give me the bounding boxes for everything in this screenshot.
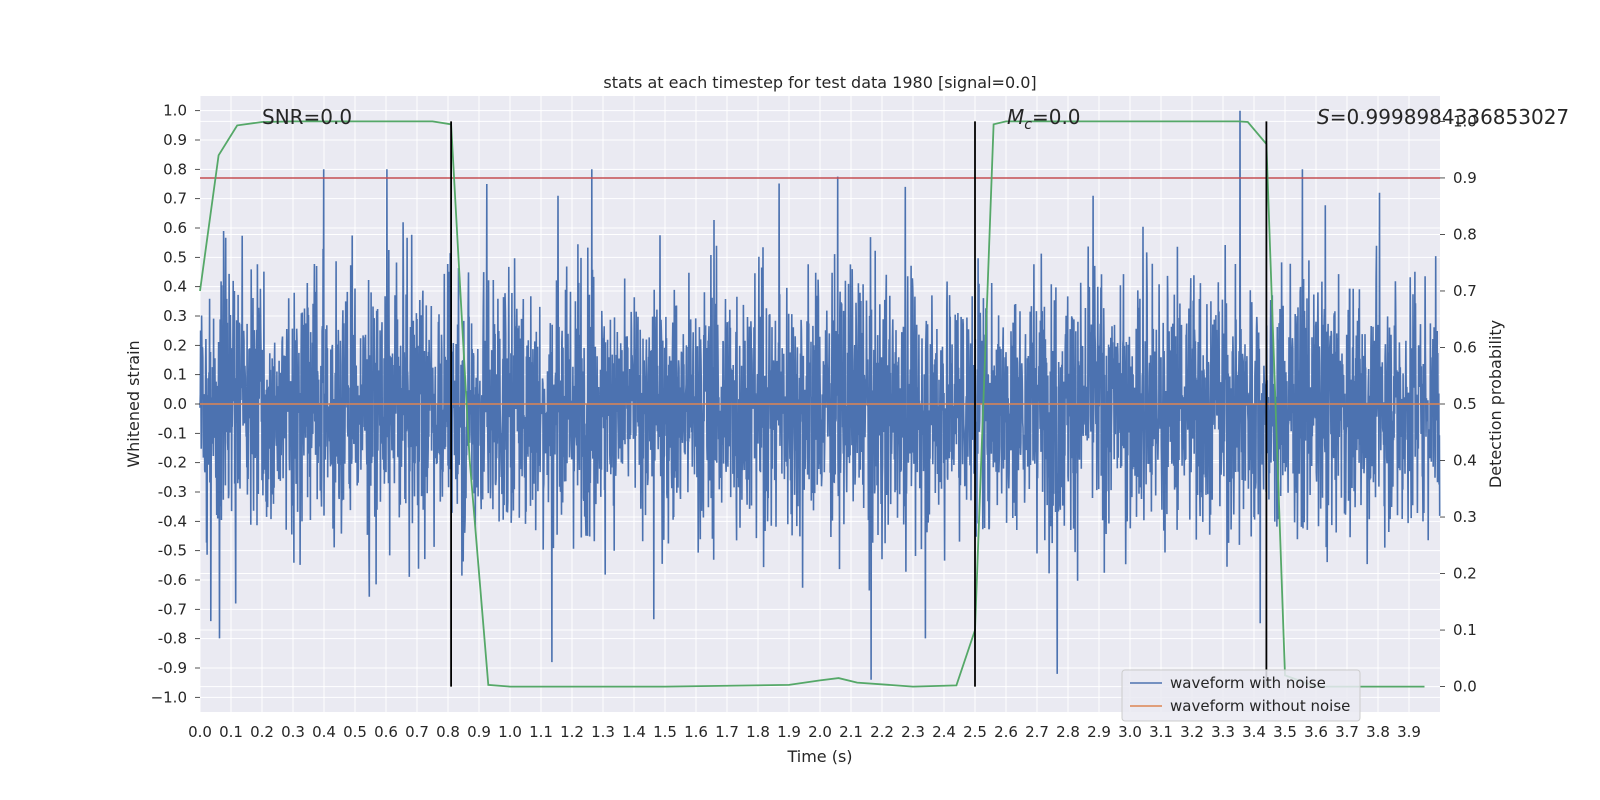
y2-tick-label: 0.8 bbox=[1453, 225, 1477, 243]
x-tick-label: 1.5 bbox=[653, 723, 677, 741]
x-tick-label: 2.8 bbox=[1056, 723, 1080, 741]
x-tick-label: 3.3 bbox=[1211, 723, 1235, 741]
s-annotation: S=0.9998984336853027 bbox=[1317, 105, 1569, 129]
x-tick-label: 3.1 bbox=[1149, 723, 1173, 741]
y2-tick-label: 0.6 bbox=[1453, 338, 1477, 356]
x-tick-label: 1.9 bbox=[777, 723, 801, 741]
y2-tick-label: 0.2 bbox=[1453, 565, 1477, 583]
x-tick-label: 2.4 bbox=[932, 723, 956, 741]
x-tick-label: 3.7 bbox=[1335, 723, 1359, 741]
x-tick-label: 2.2 bbox=[870, 723, 894, 741]
y2-tick-label: 0.9 bbox=[1453, 169, 1477, 187]
y-tick-label: 0.6 bbox=[163, 219, 187, 237]
x-tick-label: 0.9 bbox=[467, 723, 491, 741]
y-tick-label: -0.2 bbox=[158, 454, 187, 472]
s-symbol: S bbox=[1317, 105, 1330, 129]
s-value: =0.9998984336853027 bbox=[1330, 105, 1569, 129]
y-tick-label: 0.8 bbox=[163, 160, 187, 178]
y-tick-label: 0.7 bbox=[163, 190, 187, 208]
legend-box bbox=[1121, 669, 1361, 722]
y-tick-label: -0.6 bbox=[158, 571, 187, 589]
x-tick-label: 3.4 bbox=[1242, 723, 1266, 741]
y-tick-label: 0.3 bbox=[163, 307, 187, 325]
x-tick-label: 0.3 bbox=[281, 723, 305, 741]
y-tick-label: 0.5 bbox=[163, 248, 187, 266]
mc-annotation: Mc=0.0 bbox=[1007, 105, 1081, 133]
y-tick-label: 0.1 bbox=[163, 366, 187, 384]
x-tick-label: 1.0 bbox=[498, 723, 522, 741]
x-tick-label: 0.5 bbox=[343, 723, 367, 741]
y-tick-label: -0.4 bbox=[158, 512, 187, 530]
x-tick-label: 0.7 bbox=[405, 723, 429, 741]
y-tick-label: 0.2 bbox=[163, 336, 187, 354]
plot-area bbox=[199, 110, 1441, 688]
y2-tick-label: 0.0 bbox=[1453, 678, 1477, 696]
snr-annotation: SNR=0.0 bbox=[262, 105, 352, 129]
detection-probability-line bbox=[199, 120, 1425, 688]
x-tick-label: 1.7 bbox=[715, 723, 739, 741]
y-axis-label: Whitened strain bbox=[124, 340, 143, 467]
y-tick-label: −1.0 bbox=[151, 688, 187, 706]
x-tick-label: 3.6 bbox=[1304, 723, 1328, 741]
x-tick-label: 1.3 bbox=[591, 723, 615, 741]
x-tick-label: 2.3 bbox=[901, 723, 925, 741]
x-tick-label: 0.6 bbox=[374, 723, 398, 741]
x-tick-label: 2.6 bbox=[994, 723, 1018, 741]
x-tick-label: 0.4 bbox=[312, 723, 336, 741]
x-tick-label: 1.1 bbox=[529, 723, 553, 741]
y2-tick-label: 0.3 bbox=[1453, 508, 1477, 526]
mc-value: =0.0 bbox=[1032, 105, 1081, 129]
y-tick-label: -0.5 bbox=[158, 542, 187, 560]
x-tick-label: 1.4 bbox=[622, 723, 646, 741]
y-tick-label: 1.0 bbox=[163, 102, 187, 120]
legend: waveform with noise waveform without noi… bbox=[1121, 669, 1361, 722]
y-tick-label: 0.4 bbox=[163, 278, 187, 296]
x-tick-label: 2.1 bbox=[839, 723, 863, 741]
x-tick-label: 2.5 bbox=[963, 723, 987, 741]
legend-label-noise: waveform with noise bbox=[1170, 674, 1326, 692]
chart-title: stats at each timestep for test data 198… bbox=[603, 73, 1036, 92]
y-tick-label: -0.7 bbox=[158, 600, 187, 618]
x-tick-label: 2.7 bbox=[1025, 723, 1049, 741]
x-tick-label: 0.0 bbox=[188, 723, 212, 741]
y-tick-label: 0.9 bbox=[163, 131, 187, 149]
y-tick-label: -0.1 bbox=[158, 424, 187, 442]
y-tick-label: 0.0 bbox=[163, 395, 187, 413]
y2-tick-label: 1.0 bbox=[1453, 112, 1477, 130]
x-tick-label: 3.2 bbox=[1180, 723, 1204, 741]
mc-symbol: M bbox=[1007, 105, 1024, 129]
y2-tick-label: 0.7 bbox=[1453, 282, 1477, 300]
axes: 0.0 0.1 0.2 0.3 0.4 0.5 0.6 0.7 0.8 0.9 1.0 1.1 1.2 1… bbox=[151, 102, 1477, 741]
y2-tick-label: 0.4 bbox=[1453, 452, 1477, 470]
y-tick-label: -0.9 bbox=[158, 659, 187, 677]
x-tick-label: 0.2 bbox=[250, 723, 274, 741]
y2-axis-label: Detection probability bbox=[1486, 320, 1505, 488]
y2-tick-label: 0.5 bbox=[1453, 395, 1477, 413]
x-tick-label: 1.2 bbox=[560, 723, 584, 741]
y2-tick-label: 0.1 bbox=[1453, 621, 1477, 639]
x-tick-label: 3.5 bbox=[1273, 723, 1297, 741]
x-tick-label: 2.9 bbox=[1087, 723, 1111, 741]
x-tick-label: 0.8 bbox=[436, 723, 460, 741]
x-tick-label: 3.0 bbox=[1118, 723, 1142, 741]
x-axis-label: Time (s) bbox=[786, 747, 852, 766]
x-tick-label: 2.0 bbox=[808, 723, 832, 741]
x-tick-label: 1.8 bbox=[746, 723, 770, 741]
x-tick-label: 1.6 bbox=[684, 723, 708, 741]
y-tick-label: -0.8 bbox=[158, 630, 187, 648]
mc-subscript: c bbox=[1024, 117, 1032, 133]
x-tick-label: 3.8 bbox=[1366, 723, 1390, 741]
noisy-waveform-line bbox=[199, 110, 1441, 680]
legend-label-clean: waveform without noise bbox=[1170, 697, 1350, 715]
y-tick-label: -0.3 bbox=[158, 483, 187, 501]
x-tick-label: 0.1 bbox=[219, 723, 243, 741]
x-tick-label: 3.9 bbox=[1397, 723, 1421, 741]
